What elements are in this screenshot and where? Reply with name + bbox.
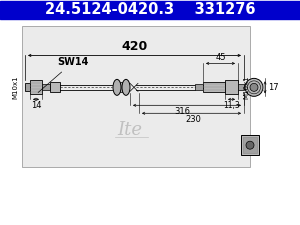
Bar bbox=[117, 82, 127, 92]
Text: 45: 45 bbox=[215, 53, 226, 62]
Bar bbox=[22, 25, 250, 167]
Ellipse shape bbox=[113, 79, 121, 95]
Text: Ite: Ite bbox=[118, 121, 142, 139]
Bar bbox=[203, 82, 225, 92]
Text: 420: 420 bbox=[122, 40, 148, 53]
Ellipse shape bbox=[122, 79, 130, 95]
Text: SW14: SW14 bbox=[38, 57, 88, 92]
Bar bbox=[30, 80, 42, 94]
Circle shape bbox=[245, 78, 263, 96]
Bar bbox=[238, 84, 244, 90]
Circle shape bbox=[250, 83, 258, 91]
Bar bbox=[50, 82, 60, 92]
Text: 24.5124-0420.3    331276: 24.5124-0420.3 331276 bbox=[45, 2, 255, 17]
Text: 14: 14 bbox=[31, 101, 41, 110]
Text: 11,3: 11,3 bbox=[223, 101, 240, 110]
Text: M10x1: M10x1 bbox=[243, 76, 249, 99]
Text: 17: 17 bbox=[268, 83, 279, 92]
Text: 230: 230 bbox=[186, 115, 201, 124]
Circle shape bbox=[246, 141, 254, 149]
Bar bbox=[195, 84, 203, 90]
Bar bbox=[0, 1, 300, 18]
Bar bbox=[42, 84, 50, 90]
Bar bbox=[25, 83, 30, 91]
Bar bbox=[225, 80, 238, 94]
Text: 316: 316 bbox=[174, 107, 190, 116]
Text: M10x1: M10x1 bbox=[12, 76, 18, 99]
Bar bbox=[243, 137, 257, 153]
Bar bbox=[241, 135, 259, 155]
